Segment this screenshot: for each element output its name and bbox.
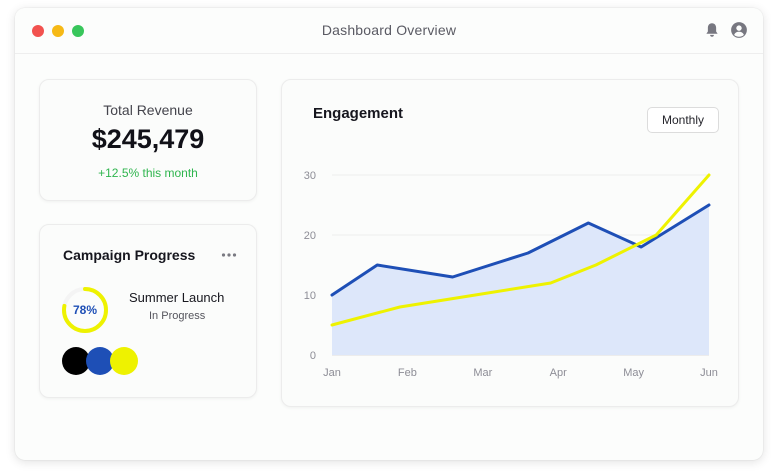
swatch-black[interactable] <box>62 347 90 375</box>
y-tick-label-30: 30 <box>304 170 316 182</box>
engagement-title: Engagement <box>313 105 404 122</box>
minimize-window-button[interactable] <box>52 25 64 37</box>
engagement-chart: 0 10 20 30 Jan Feb Mar Apr May Jun <box>304 170 718 379</box>
progress-ring <box>62 287 108 333</box>
swatch-blue[interactable] <box>86 347 114 375</box>
x-tick-label-apr: Apr <box>550 367 567 379</box>
campaign-name: Summer Launch <box>129 290 225 305</box>
window-title: Dashboard Overview <box>321 22 457 38</box>
dashboard-window: Dashboard Overview Total Revenue $245,47… <box>15 8 763 460</box>
more-horizontal-icon[interactable] <box>221 252 237 258</box>
revenue-value: $245,479 <box>91 124 205 154</box>
series-1-area <box>332 205 709 355</box>
revenue-label: Total Revenue <box>103 102 193 118</box>
period-select[interactable]: Monthly <box>647 107 719 133</box>
x-tick-label-mar: Mar <box>473 367 492 379</box>
x-tick-label-jun: Jun <box>700 367 718 379</box>
series-1-line <box>330 203 711 297</box>
revenue-change: +12.5% this month <box>98 166 198 180</box>
progress-percent: 78% <box>72 303 98 317</box>
user-icon[interactable] <box>730 21 748 39</box>
y-tick-label-20: 20 <box>304 230 316 242</box>
series-2-line <box>330 173 711 327</box>
campaign-title: Campaign Progress <box>63 247 196 263</box>
bell-icon[interactable] <box>703 21 721 39</box>
campaign-status: In Progress <box>149 310 206 322</box>
x-tick-label-jan: Jan <box>323 367 341 379</box>
swatch-yellow[interactable] <box>110 347 138 375</box>
progress-ring-arc <box>62 287 108 333</box>
campaign-card: Campaign Progress 78% Summer Launch In P… <box>39 224 257 398</box>
x-tick-label-may: May <box>623 367 644 379</box>
close-window-button[interactable] <box>32 25 44 37</box>
engagement-card: 0 10 20 30 Jan Feb Mar Apr May Jun Engagement Mon… <box>281 79 739 407</box>
y-tick-label-0: 0 <box>310 350 316 362</box>
y-tick-label-10: 10 <box>304 290 316 302</box>
revenue-card: Total Revenue $245,479 +12.5% this month <box>39 79 257 201</box>
title-bar: Dashboard Overview <box>15 8 763 54</box>
x-tick-label-feb: Feb <box>398 367 417 379</box>
maximize-window-button[interactable] <box>72 25 84 37</box>
